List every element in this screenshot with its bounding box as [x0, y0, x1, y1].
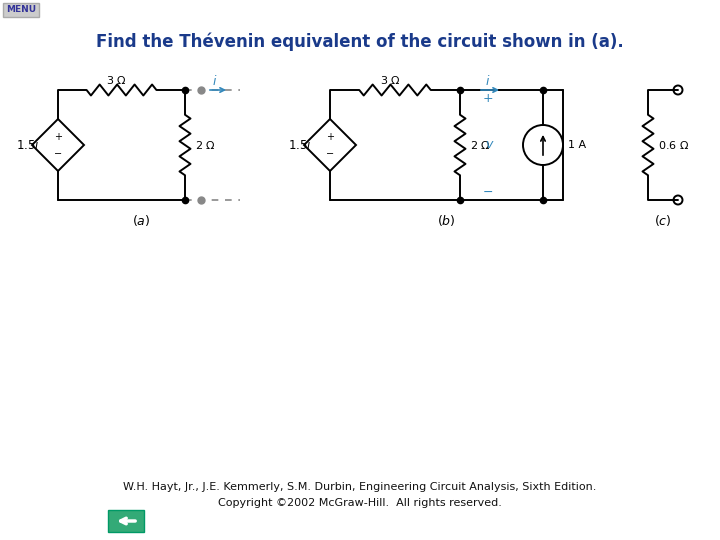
Text: −: − — [482, 186, 493, 199]
Text: $i$: $i$ — [485, 74, 491, 88]
Text: 2 $\Omega$: 2 $\Omega$ — [195, 139, 215, 151]
Text: 3 $\Omega$: 3 $\Omega$ — [106, 74, 127, 86]
Text: Copyright ©2002 McGraw-Hill.  All rights reserved.: Copyright ©2002 McGraw-Hill. All rights … — [218, 498, 502, 508]
Text: 0.6 $\Omega$: 0.6 $\Omega$ — [658, 139, 689, 151]
Text: $1.5i$: $1.5i$ — [16, 138, 40, 152]
Text: −: − — [326, 149, 334, 159]
FancyBboxPatch shape — [108, 510, 144, 532]
Text: +: + — [54, 132, 62, 142]
Text: MENU: MENU — [6, 5, 36, 15]
Text: $i$: $i$ — [212, 74, 217, 88]
Text: 2 $\Omega$: 2 $\Omega$ — [470, 139, 490, 151]
Text: $1.5i$: $1.5i$ — [288, 138, 312, 152]
Text: 3 $\Omega$: 3 $\Omega$ — [379, 74, 400, 86]
Text: $v$: $v$ — [485, 138, 495, 152]
Text: $(b)$: $(b)$ — [437, 213, 456, 227]
Text: 1 A: 1 A — [568, 140, 586, 150]
Text: $(a)$: $(a)$ — [132, 213, 150, 227]
Text: $(c)$: $(c)$ — [654, 213, 672, 227]
Text: +: + — [482, 91, 493, 105]
Text: −: − — [54, 149, 62, 159]
Text: +: + — [326, 132, 334, 142]
Text: W.H. Hayt, Jr., J.E. Kemmerly, S.M. Durbin, Engineering Circuit Analysis, Sixth : W.H. Hayt, Jr., J.E. Kemmerly, S.M. Durb… — [123, 482, 597, 492]
Text: Find the Thévenin equivalent of the circuit shown in (a).: Find the Thévenin equivalent of the circ… — [96, 33, 624, 51]
FancyBboxPatch shape — [3, 3, 39, 17]
